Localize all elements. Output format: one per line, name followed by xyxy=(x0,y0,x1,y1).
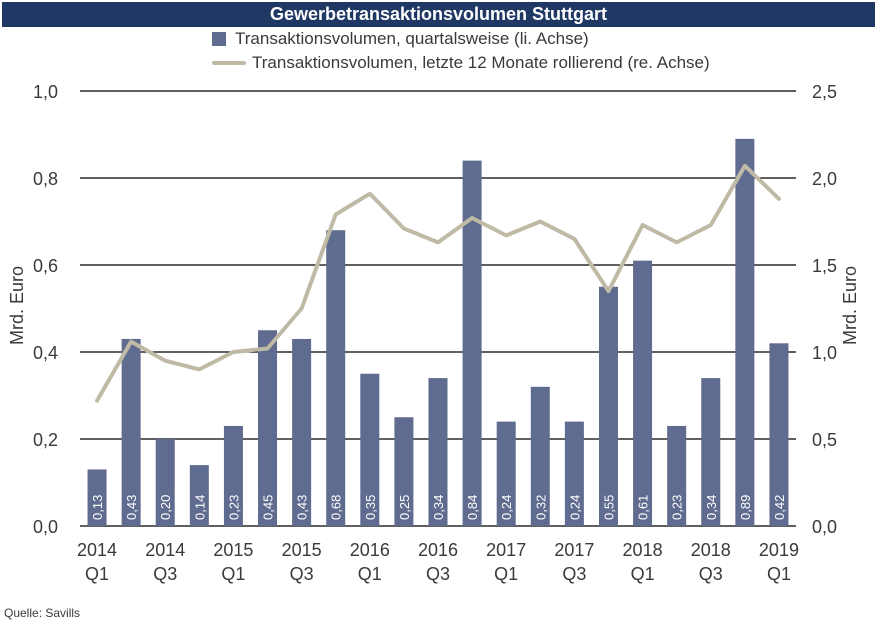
bar xyxy=(667,425,687,526)
bar xyxy=(462,160,482,526)
bar xyxy=(292,338,312,526)
x-tick-label-quarter: Q1 xyxy=(358,564,382,584)
x-tick-label-quarter: Q3 xyxy=(699,564,723,584)
y-right-tick-label: 0,0 xyxy=(812,517,837,537)
y-right-tick-label: 2,0 xyxy=(812,169,837,189)
bar-data-label: 0,23 xyxy=(226,495,241,520)
y-right-tick-label: 0,5 xyxy=(812,430,837,450)
source-note: Quelle: Savills xyxy=(4,606,81,620)
bar-data-label: 0,34 xyxy=(704,495,719,520)
x-tick-label-year: 2017 xyxy=(554,540,594,560)
x-tick-label-quarter: Q1 xyxy=(631,564,655,584)
bar xyxy=(121,338,141,526)
bar xyxy=(530,386,550,526)
bar-data-labels: 0,13 0,43 0,20 0,14 0,23 0,45 0,43 0,68 0,35 0,25… xyxy=(90,495,787,520)
bar-data-label: 0,24 xyxy=(567,495,582,520)
bar xyxy=(735,138,755,526)
x-tick-label-year: 2018 xyxy=(623,540,663,560)
x-tick-label-year: 2016 xyxy=(350,540,390,560)
line-series xyxy=(95,163,781,403)
bar xyxy=(189,465,209,526)
bar-data-label: 0,34 xyxy=(431,495,446,520)
bar-data-label: 0,13 xyxy=(90,495,105,520)
x-tick-label-year: 2015 xyxy=(282,540,322,560)
bar xyxy=(223,425,243,526)
y-left-tick-label: 0,0 xyxy=(33,517,58,537)
y-left-tick-label: 1,0 xyxy=(33,82,58,102)
y-right-axis-label: Mrd. Euro xyxy=(840,266,860,345)
x-tick-label-year: 2014 xyxy=(77,540,117,560)
bar-data-label: 0,20 xyxy=(158,495,173,520)
bar xyxy=(701,378,721,526)
bar xyxy=(87,469,107,526)
y-left-tick-label: 0,6 xyxy=(33,256,58,276)
bar xyxy=(496,421,516,526)
bar-data-label: 0,84 xyxy=(465,495,480,520)
bar-data-label: 0,43 xyxy=(124,495,139,520)
y-right-tick-label: 1,5 xyxy=(812,256,837,276)
x-tick-label-quarter: Q3 xyxy=(562,564,586,584)
x-tick-label-quarter: Q3 xyxy=(290,564,314,584)
legend-swatch-line xyxy=(212,61,246,65)
bar-data-label: 0,25 xyxy=(397,495,412,520)
bar xyxy=(326,230,346,526)
x-tick-label-quarter: Q1 xyxy=(85,564,109,584)
y-left-tick-label: 0,4 xyxy=(33,343,58,363)
y-right-tick-label: 1,0 xyxy=(812,343,837,363)
x-tick-label-quarter: Q1 xyxy=(221,564,245,584)
y-left-tick-label: 0,2 xyxy=(33,430,58,450)
legend-swatch-bars xyxy=(212,32,226,46)
bar xyxy=(633,260,653,526)
bar-data-label: 0,45 xyxy=(261,495,276,520)
axes: 0,0 0,0 0,2 0,5 0,4 1,0 0,6 1,5 0,8 2,0 1,0 2,5 Mrd.… xyxy=(7,82,860,584)
legend-item-line: Transaktionsvolumen, letzte 12 Monate ro… xyxy=(212,53,710,73)
bar xyxy=(769,343,789,526)
bar-data-label: 0,68 xyxy=(329,495,344,520)
bar-data-label: 0,35 xyxy=(363,495,378,520)
bar xyxy=(155,439,175,526)
bar xyxy=(394,417,414,526)
bar-data-label: 0,32 xyxy=(533,495,548,520)
legend-label-bars: Transaktionsvolumen, quartalsweise (li. … xyxy=(235,29,589,48)
x-tick-label-quarter: Q1 xyxy=(767,564,791,584)
x-tick-label-year: 2015 xyxy=(213,540,253,560)
bar xyxy=(598,286,618,526)
x-tick-label-quarter: Q3 xyxy=(426,564,450,584)
bar xyxy=(258,330,278,526)
bar-series xyxy=(87,138,789,526)
bar xyxy=(360,373,380,526)
x-tick-label-year: 2019 xyxy=(759,540,799,560)
x-tick-label-quarter: Q3 xyxy=(153,564,177,584)
bar xyxy=(428,378,448,526)
y-right-tick-label: 2,5 xyxy=(812,82,837,102)
rolling-line xyxy=(95,163,781,403)
bar-data-label: 0,23 xyxy=(670,495,685,520)
bar-data-label: 0,42 xyxy=(772,495,787,520)
x-tick-label-quarter: Q1 xyxy=(494,564,518,584)
y-left-tick-label: 0,8 xyxy=(33,169,58,189)
bar-data-label: 0,43 xyxy=(295,495,310,520)
legend-item-bars: Transaktionsvolumen, quartalsweise (li. … xyxy=(212,29,589,49)
legend-label-line: Transaktionsvolumen, letzte 12 Monate ro… xyxy=(252,53,710,72)
x-tick-label-year: 2017 xyxy=(486,540,526,560)
bar xyxy=(564,421,584,526)
legend: Transaktionsvolumen, quartalsweise (li. … xyxy=(0,27,877,77)
bar-data-label: 0,24 xyxy=(499,495,514,520)
x-tick-label-year: 2014 xyxy=(145,540,185,560)
chart-title: Gewerbetransaktionsvolumen Stuttgart xyxy=(2,2,875,27)
y-left-axis-label: Mrd. Euro xyxy=(7,266,27,345)
x-tick-label-year: 2018 xyxy=(691,540,731,560)
bar-data-label: 0,55 xyxy=(601,495,616,520)
bar-data-label: 0,61 xyxy=(636,495,651,520)
bar-data-label: 0,14 xyxy=(192,495,207,520)
x-tick-label-year: 2016 xyxy=(418,540,458,560)
bar-data-label: 0,89 xyxy=(738,495,753,520)
